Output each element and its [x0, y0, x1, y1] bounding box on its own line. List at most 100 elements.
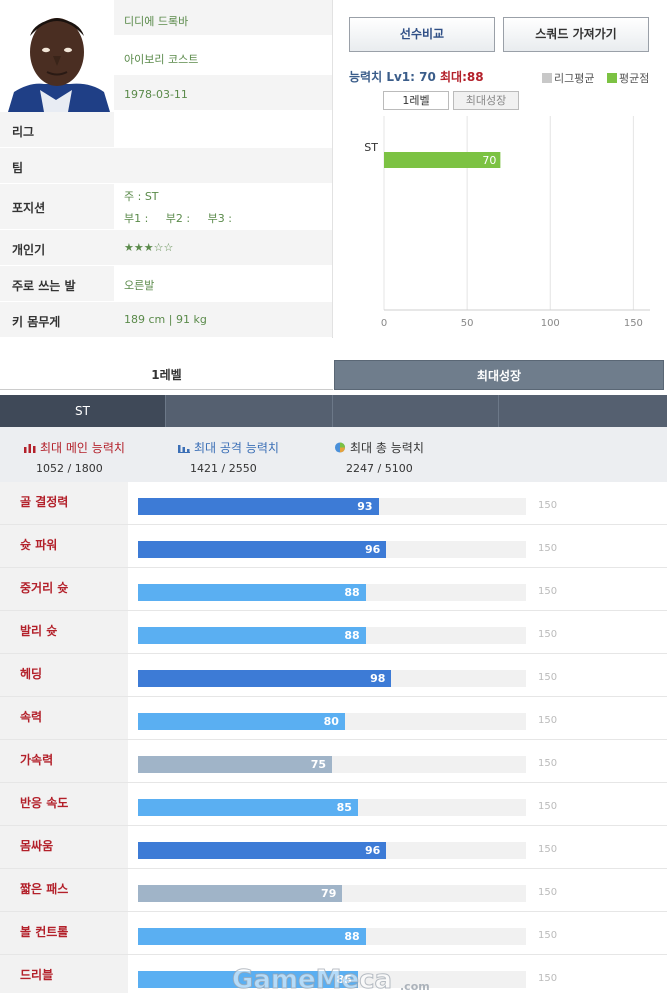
ability-title: 능력치 Lv1: 70 최대:88 [349, 68, 484, 85]
ability-label: 능력치 [349, 70, 383, 84]
attribute-label-cell: 볼 컨트롤 [0, 912, 128, 954]
attribute-bar: 80 [138, 713, 345, 730]
attribute-label-cell: 속력 [0, 697, 128, 739]
attribute-row: 볼 컨트롤 88 150 [0, 912, 667, 955]
skill-row: 개인기 ★★★☆☆ [0, 230, 332, 266]
attribute-bar: 85 [138, 971, 358, 988]
attribute-max: 150 [538, 586, 558, 597]
attribute-label-cell: 중거리 슛 [0, 568, 128, 610]
attribute-value: 88 [344, 930, 360, 943]
attribute-max: 150 [538, 543, 558, 554]
attribute-label: 발리 슛 [20, 624, 58, 638]
attribute-value: 85 [336, 801, 352, 814]
player-birth-row: 1978-03-11 [114, 75, 332, 111]
skill-stars: ★★★☆☆ [124, 241, 174, 254]
position-tab-empty-1[interactable] [166, 395, 333, 427]
position-main: 주 : ST [124, 190, 159, 203]
attribute-label: 슛 파워 [20, 538, 58, 552]
attribute-label-cell: 몸싸움 [0, 826, 128, 868]
attribute-row: 골 결정력 93 150 [0, 482, 667, 525]
player-country: 아이보리 코스트 [124, 53, 199, 66]
attribute-row: 헤딩 98 150 [0, 654, 667, 697]
attribute-list: 골 결정력 93 150 슛 파워 96 150 중거리 슛 88 150 발리 슛 88 150 헤딩… [0, 482, 667, 993]
attribute-value: 80 [323, 715, 339, 728]
attribute-label-cell: 짧은 패스 [0, 869, 128, 911]
squad-button[interactable]: 스쿼드 가져가기 [503, 17, 649, 52]
legend-avg-label: 평균점 [619, 72, 650, 85]
svg-text:.com: .com [400, 980, 430, 993]
attribute-label: 드리블 [20, 968, 54, 982]
attribute-bar: 96 [138, 541, 387, 558]
attribute-label-cell: 반응 속도 [0, 783, 128, 825]
position-tab-empty-2[interactable] [333, 395, 499, 427]
attribute-label: 짧은 패스 [20, 882, 69, 896]
player-info-panel: 디디에 드록바 아이보리 코스트 1978-03-11 리그 팀 포지션 주 :… [0, 0, 333, 338]
chart-category-label: ST [364, 141, 378, 154]
legend-league-swatch [542, 73, 552, 83]
attribute-bar: 88 [138, 627, 366, 644]
body-row: 키 몸무게 189 cm | 91 kg [0, 302, 332, 338]
attribute-value: 79 [321, 887, 337, 900]
position-label: 포지션 [12, 201, 46, 215]
player-birthdate: 1978-03-11 [124, 88, 188, 101]
attribute-label-cell: 골 결정력 [0, 482, 128, 524]
attribute-bar: 75 [138, 756, 332, 773]
attribute-track: 98 [138, 670, 526, 687]
summary-total: 최대 총 능력치 2247 / 5100 [334, 439, 424, 475]
attribute-row: 슛 파워 96 150 [0, 525, 667, 568]
attribute-label: 가속력 [20, 753, 54, 767]
summary-main: 최대 메인 능력치 1052 / 1800 [24, 439, 125, 475]
summary-attack-value: 1421 / 2550 [190, 462, 257, 475]
attribute-bar: 85 [138, 799, 358, 816]
svg-text:GameMeca: GameMeca [232, 966, 392, 993]
chart-xtick-label: 0 [381, 318, 387, 329]
attribute-max: 150 [538, 801, 558, 812]
attribute-bar: 98 [138, 670, 392, 687]
foot-row: 주로 쓰는 발 오른발 [0, 266, 332, 302]
attribute-track: 88 [138, 928, 526, 945]
pie-chart-icon [334, 442, 346, 453]
attribute-max: 150 [538, 629, 558, 640]
attribute-track: 75 [138, 756, 526, 773]
attribute-track: 85 [138, 799, 526, 816]
attribute-max: 150 [538, 887, 558, 898]
attribute-value: 96 [365, 844, 381, 857]
chart-tab-max[interactable]: 최대성장 [453, 91, 519, 110]
attribute-max: 150 [538, 500, 558, 511]
legend-league: 리그평균 [542, 70, 594, 86]
attribute-bar: 79 [138, 885, 343, 902]
attribute-label-cell: 드리블 [0, 955, 128, 993]
attribute-track: 80 [138, 713, 526, 730]
chart-tab-level1[interactable]: 1레벨 [383, 91, 449, 110]
summary-total-value: 2247 / 5100 [346, 462, 413, 475]
compare-button[interactable]: 선수비교 [349, 17, 495, 52]
column-chart-icon [178, 445, 190, 453]
position-tab-empty-3[interactable] [499, 395, 667, 427]
ability-summary: 최대 메인 능력치 1052 / 1800 최대 공격 능력치 1421 / 2… [0, 427, 667, 482]
ability-chart: 0 50 100 150 ST 70 [364, 116, 650, 329]
skill-label: 개인기 [12, 243, 46, 257]
attribute-max: 150 [538, 672, 558, 683]
tab-level1[interactable]: 1레벨 [0, 360, 333, 390]
tab-max-growth[interactable]: 최대성장 [334, 360, 664, 390]
attribute-label: 골 결정력 [20, 495, 69, 509]
summary-attack: 최대 공격 능력치 1421 / 2550 [178, 439, 279, 475]
bar-chart-icon [24, 444, 36, 453]
attribute-row: 속력 80 150 [0, 697, 667, 740]
foot-label: 주로 쓰는 발 [12, 279, 76, 293]
ability-level: Lv1: 70 [386, 70, 436, 84]
attribute-track: 88 [138, 627, 526, 644]
watermark-logo: GameMeca .com [232, 966, 430, 993]
attribute-bar: 96 [138, 842, 387, 859]
attribute-value: 98 [370, 672, 386, 685]
attribute-label-cell: 발리 슛 [0, 611, 128, 653]
legend-avg: 평균점 [607, 70, 649, 86]
attribute-label-cell: 헤딩 [0, 654, 128, 696]
attribute-label: 몸싸움 [20, 839, 54, 853]
attribute-row: 드리블 85 150 [0, 955, 667, 993]
attribute-label: 중거리 슛 [20, 581, 69, 595]
legend-avg-swatch [607, 73, 617, 83]
position-row: 포지션 주 : ST 부1 : 부2 : 부3 : [0, 184, 332, 230]
legend-league-label: 리그평균 [554, 72, 595, 85]
position-tab-st[interactable]: ST [0, 395, 166, 427]
